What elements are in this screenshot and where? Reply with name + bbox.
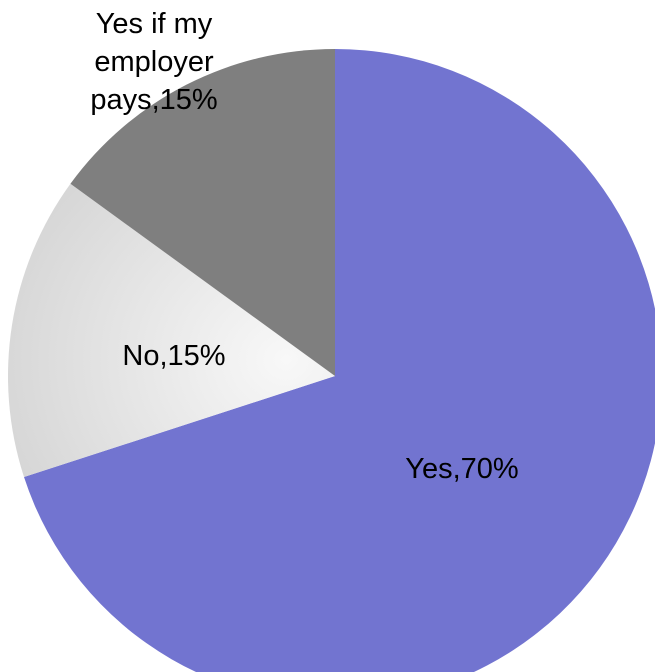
- pie-label-no: No,15%: [122, 340, 225, 372]
- pie-label-yes: Yes,70%: [405, 453, 518, 485]
- pie-slice-yes-if-my-employer-pays: [70, 49, 335, 376]
- pie-labels: Yes,70% No,15% Yes if my employer pays,15%: [90, 8, 518, 485]
- pie-slice-no: [7, 183, 335, 478]
- pie-slices: [7, 49, 655, 672]
- pie-slice-yes: [24, 49, 655, 672]
- pie-label-yes-if-my-employer-pays: Yes if my employer pays,15%: [90, 8, 217, 116]
